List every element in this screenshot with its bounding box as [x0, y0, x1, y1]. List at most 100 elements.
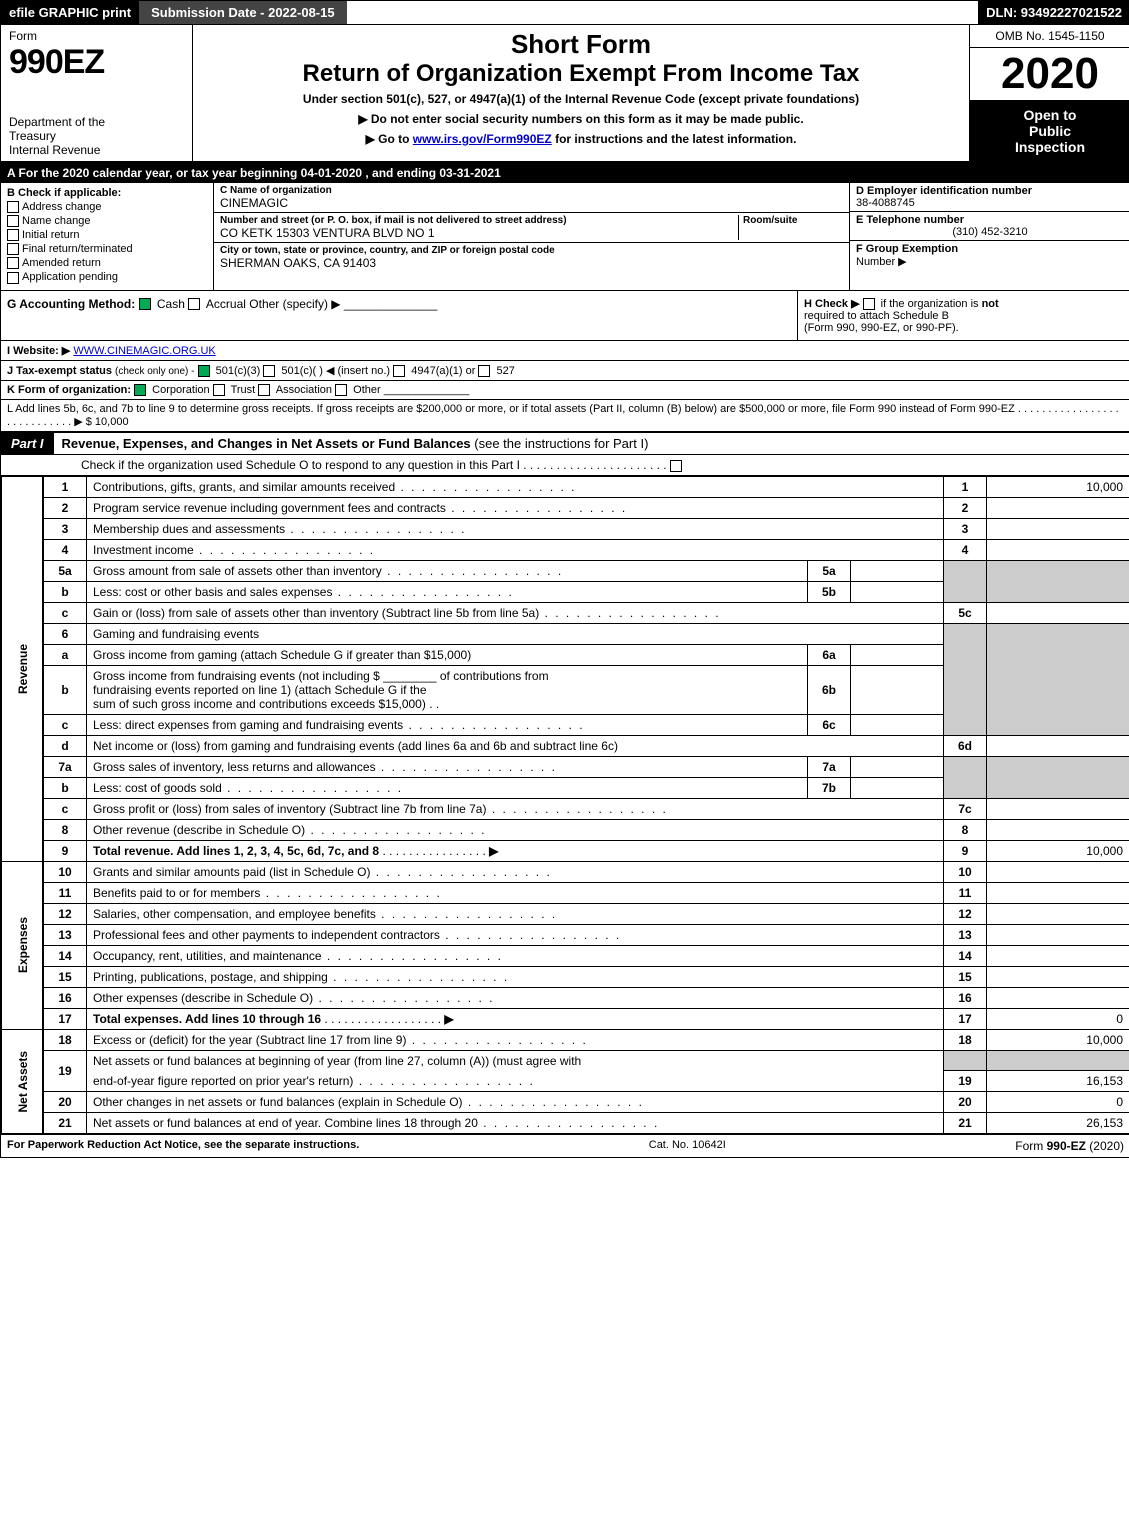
line-num: 5a — [43, 560, 87, 581]
table-row: 2 Program service revenue including gove… — [2, 497, 1129, 518]
ein-label: D Employer identification number — [856, 185, 1124, 197]
line-rnum: 16 — [944, 987, 987, 1008]
line-desc: Less: cost or other basis and sales expe… — [87, 581, 808, 602]
checkbox-schedule-o[interactable] — [670, 460, 682, 472]
table-row: 11 Benefits paid to or for members 11 — [2, 882, 1129, 903]
checkbox-icon[interactable] — [7, 243, 19, 255]
j-opt4: 527 — [497, 365, 515, 377]
sub-val — [851, 560, 944, 581]
line-num: 12 — [43, 903, 87, 924]
checkbox-527[interactable] — [478, 365, 490, 377]
check-name-change[interactable]: Name change — [7, 215, 207, 227]
line-desc: Net assets or fund balances at beginning… — [87, 1050, 944, 1071]
checkbox-accrual[interactable] — [188, 298, 200, 310]
city-label: City or town, state or province, country… — [220, 245, 843, 256]
table-row: end-of-year figure reported on prior yea… — [2, 1071, 1129, 1092]
line-rnum: 11 — [944, 882, 987, 903]
part-1-header: Part I Revenue, Expenses, and Changes in… — [1, 432, 1129, 455]
checkbox-icon[interactable] — [7, 272, 19, 284]
ein-value: 38-4088745 — [856, 197, 1124, 209]
line-g: G Accounting Method: Cash Accrual Other … — [1, 291, 797, 340]
line-num: 7a — [43, 756, 87, 777]
line-desc: Contributions, gifts, grants, and simila… — [87, 476, 944, 497]
netassets-side-label: Net Assets — [2, 1029, 44, 1134]
line-num: c — [43, 714, 87, 735]
checkbox-icon[interactable] — [7, 215, 19, 227]
h-text3: (Form 990, 990-EZ, or 990-PF). — [804, 322, 959, 334]
line-rnum: 1 — [944, 476, 987, 497]
k-assoc: Association — [276, 384, 332, 396]
checkbox-icon[interactable] — [7, 229, 19, 241]
title-main: Return of Organization Exempt From Incom… — [201, 60, 961, 88]
check-amended[interactable]: Amended return — [7, 257, 207, 269]
omb-number: OMB No. 1545-1150 — [970, 25, 1129, 48]
line-rnum: 19 — [944, 1071, 987, 1092]
line-rnum: 13 — [944, 924, 987, 945]
line-desc: Gross income from fundraising events (no… — [87, 665, 808, 714]
sub-num: 5a — [808, 560, 851, 581]
k-corp: Corporation — [152, 384, 209, 396]
check-final-return[interactable]: Final return/terminated — [7, 243, 207, 255]
checkbox-trust[interactable] — [213, 384, 225, 396]
line-i: I Website: ▶ WWW.CINEMAGIC.ORG.UK — [1, 341, 1129, 361]
dept-line-2: Treasury — [9, 129, 184, 143]
checkbox-icon[interactable] — [7, 201, 19, 213]
sub-num: 6a — [808, 644, 851, 665]
insp-line-2: Public — [974, 123, 1126, 139]
part-1-label: Part I — [1, 433, 54, 454]
line-desc: Net assets or fund balances at end of ye… — [87, 1113, 944, 1134]
line-num: 1 — [43, 476, 87, 497]
line-desc: Printing, publications, postage, and shi… — [87, 966, 944, 987]
g-label: G Accounting Method: — [7, 297, 135, 311]
line-rnum: 4 — [944, 539, 987, 560]
table-row: 21 Net assets or fund balances at end of… — [2, 1113, 1129, 1134]
line-rnum: 6d — [944, 735, 987, 756]
checkbox-assoc[interactable] — [258, 384, 270, 396]
header-right: OMB No. 1545-1150 2020 Open to Public In… — [970, 25, 1129, 161]
line-desc: Net income or (loss) from gaming and fun… — [87, 735, 944, 756]
checkbox-501c3[interactable] — [198, 365, 210, 377]
checkbox-other[interactable] — [335, 384, 347, 396]
table-row: Expenses 10 Grants and similar amounts p… — [2, 861, 1129, 882]
line-amount — [987, 602, 1129, 623]
city-value: SHERMAN OAKS, CA 91403 — [220, 256, 843, 270]
line-desc: Other changes in net assets or fund bala… — [87, 1092, 944, 1113]
checkbox-h[interactable] — [863, 298, 875, 310]
line-num: 8 — [43, 819, 87, 840]
city-row: City or town, state or province, country… — [214, 243, 849, 272]
address-label: Number and street (or P. O. box, if mail… — [220, 215, 738, 226]
lines-table: Revenue 1 Contributions, gifts, grants, … — [1, 476, 1129, 1135]
table-row: 5a Gross amount from sale of assets othe… — [2, 560, 1129, 581]
gray-cell — [944, 756, 987, 798]
check-address-change[interactable]: Address change — [7, 201, 207, 213]
check-pending[interactable]: Application pending — [7, 271, 207, 283]
form-number: 990EZ — [9, 43, 184, 82]
org-name: CINEMAGIC — [220, 196, 843, 210]
sub-val — [851, 756, 944, 777]
table-row: 7a Gross sales of inventory, less return… — [2, 756, 1129, 777]
i-label: I Website: ▶ — [7, 345, 70, 357]
line-amount — [987, 798, 1129, 819]
line-amount — [987, 539, 1129, 560]
checkbox-cash[interactable] — [139, 298, 151, 310]
website-link[interactable]: WWW.CINEMAGIC.ORG.UK — [73, 345, 215, 357]
line-desc: Gaming and fundraising events — [87, 623, 944, 644]
entity-section: B Check if applicable: Address change Na… — [1, 183, 1129, 291]
checkbox-4947[interactable] — [393, 365, 405, 377]
checkbox-icon[interactable] — [7, 257, 19, 269]
line-desc: Occupancy, rent, utilities, and maintena… — [87, 945, 944, 966]
table-row: 13 Professional fees and other payments … — [2, 924, 1129, 945]
line-desc: Gross profit or (loss) from sales of inv… — [87, 798, 944, 819]
line-num: 19 — [43, 1050, 87, 1092]
line-num: 20 — [43, 1092, 87, 1113]
gray-cell — [987, 1050, 1129, 1071]
check-initial-return[interactable]: Initial return — [7, 229, 207, 241]
line-amount — [987, 924, 1129, 945]
expenses-side-label: Expenses — [2, 861, 44, 1029]
line-amount: 10,000 — [987, 840, 1129, 861]
goto-link[interactable]: www.irs.gov/Form990EZ — [413, 132, 552, 146]
checkbox-corp[interactable] — [134, 384, 146, 396]
line-num: 2 — [43, 497, 87, 518]
checkbox-501c[interactable] — [263, 365, 275, 377]
insp-line-3: Inspection — [974, 139, 1126, 155]
